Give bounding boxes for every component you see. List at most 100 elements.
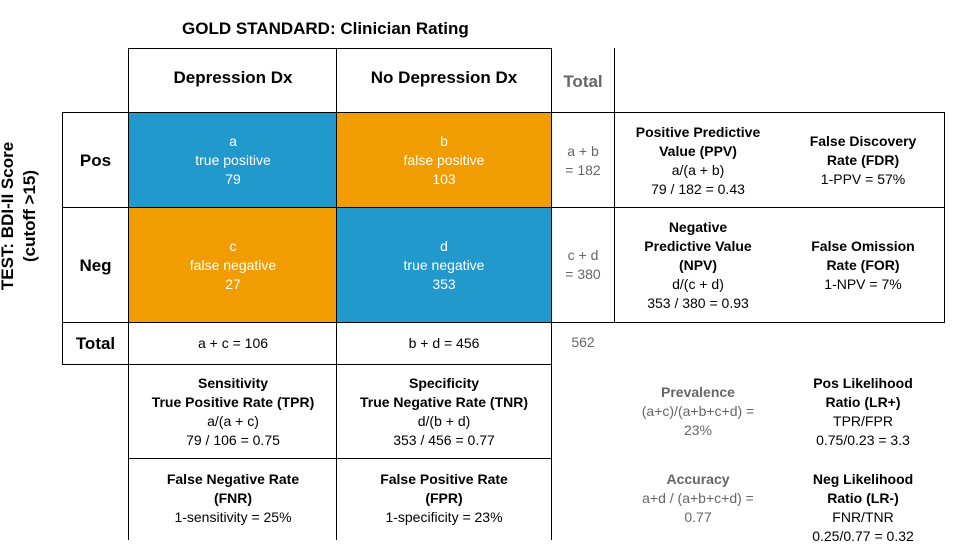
test-label: TEST: BDI-II Score (cutoff >15) xyxy=(0,116,51,316)
prevalence-value: 23% xyxy=(683,422,713,438)
for-cell: False Omission Rate (FOR) 1-NPV = 7% xyxy=(781,208,945,322)
cell-a-letter: a xyxy=(229,133,237,149)
grid-line xyxy=(62,364,551,365)
sensitivity-title-1: Sensitivity xyxy=(197,374,269,391)
fpr-cell: False Positive Rate (FPR) 1-specificity … xyxy=(337,458,551,540)
lr-neg-title-1: Neg Likelihood xyxy=(812,471,914,487)
ppv-title-1: Positive Predictive xyxy=(635,123,761,140)
fnr-title-1: False Negative Rate xyxy=(166,471,300,487)
cell-false-negative: c false negative 27 xyxy=(129,208,337,322)
fdr-title-2: Rate (FDR) xyxy=(826,152,900,168)
cell-a-count: 79 xyxy=(225,171,241,187)
cell-c-letter: c xyxy=(229,237,237,254)
col-total-depression: a + c = 106 xyxy=(197,335,269,351)
lr-pos-title-1: Pos Likelihood xyxy=(813,374,913,391)
fdr-cell: False Discovery Rate (FDR) 1-PPV = 57% xyxy=(781,113,945,208)
for-title-2: Rate (FOR) xyxy=(826,256,900,273)
prevalence-title: Prevalence xyxy=(661,384,735,400)
cell-c-count: 27 xyxy=(225,275,241,292)
accuracy-cell: Accuracy a+d / (a+b+c+d) = 0.77 xyxy=(615,458,781,540)
grid-line xyxy=(614,48,615,323)
specificity-title-1: Specificity xyxy=(408,374,480,391)
fpr-value: 1-specificity = 23% xyxy=(385,509,503,525)
specificity-value: 353 / 456 = 0.77 xyxy=(393,431,495,448)
col-header-depression: Depression Dx xyxy=(173,68,293,87)
for-title-1: False Omission xyxy=(811,237,915,254)
lr-pos-value: 0.75/0.23 = 3.3 xyxy=(816,431,910,448)
sensitivity-cell: Sensitivity True Positive Rate (TPR) a/(… xyxy=(129,365,337,458)
grid-line xyxy=(551,48,552,540)
test-label-line-1: TEST: BDI-II Score xyxy=(0,141,17,291)
lr-neg-title-2: Ratio (LR-) xyxy=(827,490,899,506)
grid-line xyxy=(128,48,129,540)
prevalence-formula: (a+c)/(a+b+c+d) = xyxy=(641,403,755,419)
lr-pos-title-2: Ratio (LR+) xyxy=(825,393,901,410)
fnr-title-2: (FNR) xyxy=(213,490,253,506)
npv-title-1: Negative xyxy=(668,218,728,235)
col-header-total: Total xyxy=(563,72,603,91)
fpr-title-1: False Positive Rate xyxy=(380,471,508,487)
fpr-title-2: (FPR) xyxy=(425,490,463,506)
specificity-formula: d/(b + d) xyxy=(417,412,471,429)
cell-b-count: 103 xyxy=(432,171,456,187)
col-total-no-depression: b + d = 456 xyxy=(408,335,480,351)
fdr-value: 1-PPV = 57% xyxy=(820,171,906,187)
grid-line xyxy=(336,48,337,540)
specificity-cell: Specificity True Negative Rate (TNR) d/(… xyxy=(337,365,551,458)
cell-true-positive: a true positive 79 xyxy=(129,113,337,208)
accuracy-formula: a+d / (a+b+c+d) = xyxy=(642,490,754,506)
cell-d-letter: d xyxy=(440,237,448,254)
npv-title-3: (NPV) xyxy=(678,256,718,273)
accuracy-title: Accuracy xyxy=(666,471,730,487)
grid-line xyxy=(62,112,945,113)
cell-a-label: true positive xyxy=(195,152,271,168)
grid-line xyxy=(944,112,945,323)
npv-title-2: Predictive Value xyxy=(644,237,752,254)
row-total-neg: c + d = 380 xyxy=(551,208,615,322)
cell-c-label: false negative xyxy=(189,256,277,273)
grid-line xyxy=(62,207,945,208)
grid-line xyxy=(129,458,551,459)
row-total-neg-formula: c + d xyxy=(567,247,599,263)
cell-d-count: 353 xyxy=(432,275,456,292)
ppv-value: 79 / 182 = 0.43 xyxy=(651,180,745,197)
grid-line xyxy=(62,112,63,365)
lr-neg-cell: Neg Likelihood Ratio (LR-) FNR/TNR 0.25/… xyxy=(781,458,945,544)
cell-false-positive: b false positive 103 xyxy=(337,113,551,208)
lr-neg-value: 0.25/0.77 = 0.32 xyxy=(812,528,914,544)
accuracy-value: 0.77 xyxy=(684,509,712,525)
row-total-pos-formula: a + b xyxy=(567,142,599,159)
col-header-no-depression: No Depression Dx xyxy=(370,68,518,87)
sensitivity-title-2: True Positive Rate (TPR) xyxy=(151,393,315,410)
ppv-cell: Positive Predictive Value (PPV) a/(a + b… xyxy=(615,113,781,208)
ppv-formula: a/(a + b) xyxy=(671,161,725,178)
row-total-neg-value: = 380 xyxy=(565,266,601,282)
sensitivity-value: 79 / 106 = 0.75 xyxy=(186,431,280,448)
row-header-total: Total xyxy=(75,334,116,353)
fdr-title-1: False Discovery xyxy=(809,133,917,149)
sensitivity-formula: a/(a + c) xyxy=(207,412,259,429)
fnr-cell: False Negative Rate (FNR) 1-sensitivity … xyxy=(129,458,337,540)
test-label-line-2: (cutoff >15) xyxy=(20,169,39,263)
lr-pos-formula: TPR/FPR xyxy=(833,412,893,429)
fnr-value: 1-sensitivity = 25% xyxy=(174,509,292,525)
grand-total: 562 xyxy=(571,333,595,350)
cell-d-label: true negative xyxy=(403,256,485,273)
gold-standard-title: GOLD STANDARD: Clinician Rating xyxy=(182,19,469,38)
row-header-neg: Neg xyxy=(79,255,112,275)
for-value: 1-NPV = 7% xyxy=(824,275,902,292)
lr-neg-formula: FNR/TNR xyxy=(832,509,894,525)
grid-line xyxy=(62,322,945,323)
npv-value: 353 / 380 = 0.93 xyxy=(647,294,749,311)
ppv-title-2: Value (PPV) xyxy=(659,142,737,159)
row-total-pos: a + b = 182 xyxy=(551,113,615,208)
npv-formula: d/(c + d) xyxy=(672,275,724,292)
cell-b-label: false positive xyxy=(403,152,485,168)
specificity-title-2: True Negative Rate (TNR) xyxy=(359,393,529,410)
row-total-pos-value: = 182 xyxy=(565,161,601,178)
row-header-pos: Pos xyxy=(79,151,112,170)
grid-line xyxy=(129,48,551,49)
lr-pos-cell: Pos Likelihood Ratio (LR+) TPR/FPR 0.75/… xyxy=(781,365,945,458)
npv-cell: Negative Predictive Value (NPV) d/(c + d… xyxy=(615,208,781,322)
prevalence-cell: Prevalence (a+c)/(a+b+c+d) = 23% xyxy=(615,365,781,458)
